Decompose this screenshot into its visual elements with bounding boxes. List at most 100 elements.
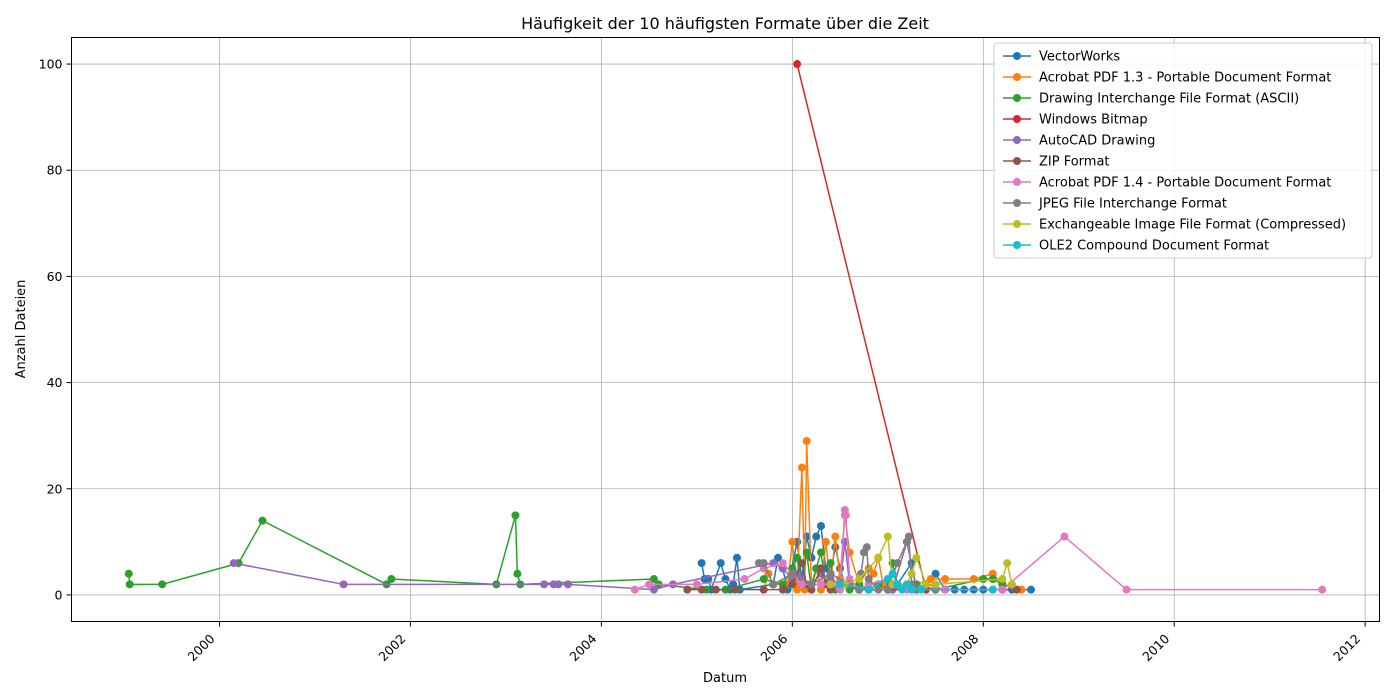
legend-label: JPEG File Interchange Format [1038, 197, 1227, 212]
data-point [988, 575, 997, 584]
legend-label: OLE2 Compound Document Format [1039, 239, 1269, 254]
legend-label: Windows Bitmap [1039, 113, 1148, 128]
data-point [793, 585, 802, 594]
data-point [874, 553, 883, 562]
legend-label: ZIP Format [1039, 155, 1110, 170]
data-point [339, 580, 348, 589]
data-point [540, 580, 549, 589]
data-point [793, 60, 802, 69]
data-point [778, 585, 787, 594]
legend-item: Acrobat PDF 1.4 - Portable Document Form… [1003, 176, 1331, 191]
data-point [740, 575, 749, 584]
data-point [826, 569, 835, 578]
data-point [788, 580, 797, 589]
data-point [649, 575, 658, 584]
data-point [692, 580, 701, 589]
data-point [816, 564, 825, 573]
data-point [816, 548, 825, 557]
data-point [826, 580, 835, 589]
legend-item: AutoCAD Drawing [1003, 134, 1155, 149]
data-point [821, 537, 830, 546]
data-point [759, 585, 768, 594]
legend-label: Exchangeable Image File Format (Compress… [1039, 218, 1346, 233]
legend-swatch-marker [1013, 241, 1021, 249]
data-point [1060, 532, 1069, 541]
data-point [979, 575, 988, 584]
grid-lines [71, 37, 1380, 622]
data-point [645, 580, 654, 589]
data-point [258, 516, 267, 525]
data-point [797, 580, 806, 589]
data-point [759, 575, 768, 584]
legend-item: OLE2 Compound Document Format [1003, 239, 1269, 254]
data-point [387, 575, 396, 584]
data-point [836, 580, 845, 589]
data-point [769, 580, 778, 589]
data-point [869, 569, 878, 578]
legend-swatch-marker [1013, 199, 1021, 207]
chart-title: Häufigkeit der 10 häufigsten Formate übe… [521, 14, 929, 33]
data-point [125, 580, 134, 589]
data-point [898, 585, 907, 594]
data-point [864, 575, 873, 584]
data-point [862, 543, 871, 552]
data-point [988, 585, 997, 594]
x-axis-label: Datum [703, 671, 747, 686]
data-point [774, 553, 783, 562]
legend-swatch-marker [1013, 220, 1021, 228]
data-point [778, 559, 787, 568]
legend-item: Acrobat PDF 1.3 - Portable Document Form… [1003, 71, 1331, 86]
data-point [797, 463, 806, 472]
data-point [841, 511, 850, 520]
legend-swatch-marker [1013, 52, 1021, 60]
data-point [883, 532, 892, 541]
data-point [797, 559, 806, 568]
y-tick-label: 40 [47, 375, 63, 390]
legend-box [993, 42, 1373, 259]
data-point [711, 585, 720, 594]
legend-swatch-marker [1013, 178, 1021, 186]
data-point [904, 532, 913, 541]
data-point [513, 569, 522, 578]
data-point [864, 585, 873, 594]
data-point [812, 532, 821, 541]
legend-item: Exchangeable Image File Format (Compress… [1003, 218, 1346, 233]
legend-label: Acrobat PDF 1.4 - Portable Document Form… [1039, 176, 1331, 191]
data-point [907, 569, 916, 578]
data-point [883, 585, 892, 594]
y-axis-label: Anzahl Dateien [14, 280, 29, 379]
legend-swatch-marker [1013, 115, 1021, 123]
data-point [826, 559, 835, 568]
series-8 [826, 532, 1016, 589]
y-tick-label: 0 [55, 587, 63, 602]
legend-item: VectorWorks [1003, 50, 1120, 65]
legend-item: JPEG File Interchange Format [1003, 197, 1227, 212]
y-tick-label: 20 [47, 481, 63, 496]
legend-swatch-marker [1013, 73, 1021, 81]
data-point [807, 553, 816, 562]
data-point [816, 580, 825, 589]
data-point [893, 580, 902, 589]
legend-swatch-marker [1013, 136, 1021, 144]
data-point [912, 553, 921, 562]
data-point [1012, 585, 1021, 594]
data-point [802, 548, 811, 557]
data-point [831, 532, 840, 541]
data-point [816, 521, 825, 530]
series-layer [124, 60, 1327, 594]
data-point [731, 585, 740, 594]
data-point [697, 585, 706, 594]
data-point [888, 569, 897, 578]
data-point [907, 585, 916, 594]
data-point [1027, 585, 1036, 594]
y-tick-label: 60 [47, 269, 63, 284]
data-point [563, 580, 572, 589]
legend: VectorWorks Acrobat PDF 1.3 - Portable Do… [993, 42, 1373, 259]
data-point [1122, 585, 1131, 594]
data-point [941, 575, 950, 584]
data-point [683, 585, 692, 594]
series-9 [836, 569, 997, 594]
data-point [874, 585, 883, 594]
data-point [229, 559, 238, 568]
data-point [759, 559, 768, 568]
